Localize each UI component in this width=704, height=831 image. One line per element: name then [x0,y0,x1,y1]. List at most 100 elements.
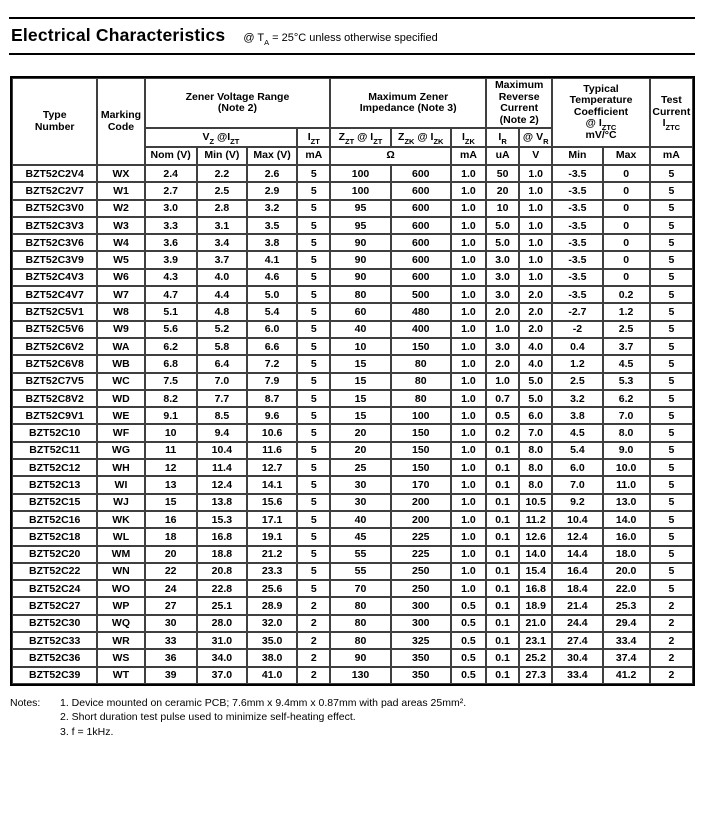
cell-iztc-ma: 5 [649,459,693,477]
table-row: BZT52C6V8 WB 6.8 6.4 7.2 5 15 80 1.0 2.0 4.0 1.2 4.5… [12,355,693,373]
cell-marking-code: W5 [97,251,145,269]
cell-izt-ma: 5 [297,234,331,252]
cell-vz-max: 9.6 [246,407,298,425]
cell-iztc-ma: 2 [649,649,693,667]
cell-vz-min: 9.4 [196,424,247,442]
cell-vr-v: 25.2 [519,649,553,667]
cell-izk-ma: 1.0 [450,286,487,304]
cell-vz-max: 4.1 [246,251,298,269]
table-row: BZT52C24 WO 24 22.8 25.6 5 70 250 1.0 0.1 16.8 18.4… [12,580,693,598]
cell-vz-nom: 7.5 [144,372,197,390]
cell-zzt-ohm: 20 [330,424,391,442]
cell-marking-code: WE [97,407,145,425]
cell-type-number: BZT52C16 [12,510,98,529]
cell-izk-ma: 1.0 [450,251,487,269]
cell-ir-ua: 10 [486,199,520,217]
cell-zzt-ohm: 95 [330,216,391,235]
cell-tc-max: 2.5 [602,320,650,338]
cell-izk-ma: 1.0 [450,545,487,563]
header-row-units: Nom (V) Min (V) Max (V) mA Ω mA uA V Min… [12,147,693,165]
cell-type-number: BZT52C33 [12,632,98,650]
cell-ir-ua: 0.1 [486,562,520,581]
cell-type-number: BZT52C5V1 [12,303,98,321]
cell-tc-max: 4.5 [602,355,650,373]
cell-zzt-ohm: 55 [330,545,391,563]
cell-zzk-ohm: 400 [390,320,451,338]
cell-vz-max: 19.1 [246,528,298,546]
cell-vz-max: 3.5 [246,216,298,235]
cell-izk-ma: 1.0 [450,493,487,511]
cell-marking-code: WF [97,424,145,442]
cell-ir-ua: 3.0 [486,268,520,287]
col-group-max-zener-impedance: Maximum Zener Impedance (Note 3) [330,78,487,128]
cell-zzt-ohm: 15 [330,355,391,373]
cell-tc-max: 0 [602,216,650,235]
cell-vz-min: 18.8 [196,545,247,563]
cell-zzt-ohm: 15 [330,407,391,425]
cell-izt-ma: 5 [297,493,331,511]
cell-tc-min: -3.5 [552,182,603,200]
cell-izk-ma: 1.0 [450,562,487,581]
cell-vz-nom: 11 [144,441,197,460]
cell-izt-ma: 2 [297,666,331,684]
cell-izk-ma: 1.0 [450,372,487,390]
table-row: BZT52C3V6 W4 3.6 3.4 3.8 5 90 600 1.0 5.0 1.0 -3.5 0… [12,234,693,252]
table-row: BZT52C6V2 WA 6.2 5.8 6.6 5 10 150 1.0 3.0 4.0 0.4 3.… [12,337,693,356]
cell-marking-code: WG [97,441,145,460]
cell-vz-nom: 2.7 [144,182,197,200]
cell-izk-ma: 1.0 [450,476,487,494]
cell-zzk-ohm: 600 [390,216,451,235]
cell-ir-ua: 50 [486,165,520,183]
cell-izt-ma: 5 [297,476,331,494]
table-row: BZT52C10 WF 10 9.4 10.6 5 20 150 1.0 0.2 7.0 4.5 8.0… [12,424,693,442]
cell-tc-min: 27.4 [552,632,603,650]
cell-zzk-ohm: 300 [390,614,451,633]
notes-label: Notes: [10,696,41,709]
cell-vz-nom: 15 [144,493,197,511]
unit-ir: uA [486,147,520,165]
col-header-marking-code: Marking Code [97,78,145,165]
cell-zzt-ohm: 90 [330,251,391,269]
cell-marking-code: WS [97,649,145,667]
cell-iztc-ma: 5 [649,286,693,304]
cell-zzk-ohm: 200 [390,510,451,529]
cell-izt-ma: 5 [297,580,331,598]
cell-vr-v: 10.5 [519,493,553,511]
cell-zzk-ohm: 600 [390,251,451,269]
cell-vz-max: 3.8 [246,234,298,252]
cell-vr-v: 18.9 [519,597,553,615]
cell-vz-max: 7.9 [246,372,298,390]
cell-tc-min: 2.5 [552,372,603,390]
header-row-groups: Type Number Marking Code Zener Voltage R… [12,78,693,165]
cell-tc-min: -2.7 [552,303,603,321]
cell-izk-ma: 1.0 [450,268,487,287]
cell-izk-ma: 1.0 [450,441,487,460]
unit-izt: mA [297,147,331,165]
cell-zzt-ohm: 30 [330,493,391,511]
cell-vz-max: 2.6 [246,165,298,183]
cell-iztc-ma: 5 [649,510,693,529]
col-group-zener-voltage-range: Zener Voltage Range (Note 2) [144,78,331,128]
cell-zzt-ohm: 55 [330,562,391,581]
cell-type-number: BZT52C15 [12,493,98,511]
cell-zzt-ohm: 45 [330,528,391,546]
table-row: BZT52C3V3 W3 3.3 3.1 3.5 5 95 600 1.0 5.0 1.0 -3.5 0… [12,216,693,235]
cell-ir-ua: 0.1 [486,545,520,563]
cell-vz-nom: 33 [144,632,197,650]
cell-zzt-ohm: 100 [330,165,391,183]
cell-ir-ua: 3.0 [486,251,520,269]
cell-tc-max: 9.0 [602,441,650,460]
cell-vr-v: 2.0 [519,320,553,338]
cell-vz-max: 32.0 [246,614,298,633]
cell-zzk-ohm: 150 [390,441,451,460]
cell-marking-code: W9 [97,320,145,338]
unit-tc-min: Min [552,147,603,165]
cell-marking-code: WH [97,459,145,477]
cell-vz-nom: 30 [144,614,197,633]
col-group-temp-coefficient: Typical Temperature Coefficient @ IZTC m… [552,78,650,147]
note-item-2: 2. Short duration test pulse used to min… [60,711,356,724]
cell-type-number: BZT52C3V3 [12,216,98,235]
cell-marking-code: WK [97,510,145,529]
cell-izk-ma: 1.0 [450,234,487,252]
cell-izk-ma: 0.5 [450,649,487,667]
